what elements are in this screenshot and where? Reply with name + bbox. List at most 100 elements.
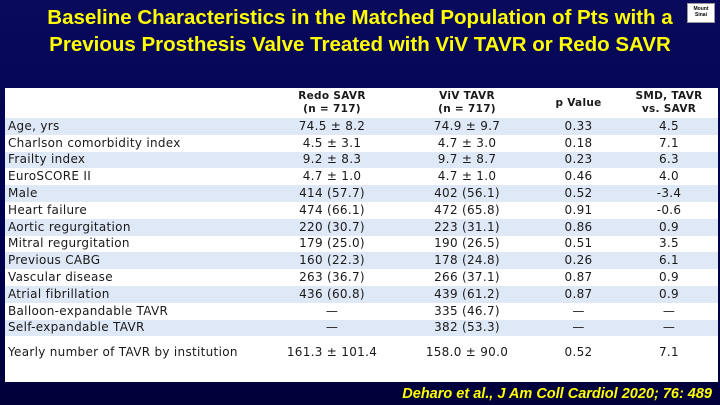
cell-p-value: 0.91 xyxy=(564,202,593,217)
cell-p-value: 0.87 xyxy=(537,285,620,303)
cell-smd: 0.9 xyxy=(620,218,718,236)
cell-redo-savr: 414 (57.7) xyxy=(267,185,397,202)
header-characteristic xyxy=(5,88,267,118)
cell-p-value: — xyxy=(537,319,620,337)
table-row: Atrial fibrillation 436 (60.8) 439 (61.2) 0… xyxy=(5,285,718,303)
cell-smd: 0.9 xyxy=(620,285,718,303)
cell-p-value: 0.26 xyxy=(537,252,620,270)
slide-title: Baseline Characteristics in the Matched … xyxy=(47,6,673,56)
cell-smd: 7.1 xyxy=(659,135,679,150)
cell-p-value: 0.33 xyxy=(537,118,620,135)
institution-logo: Mount Sinai xyxy=(687,3,715,23)
table-row: Yearly number of TAVR by institution 161.… xyxy=(5,336,718,368)
cell-characteristic: Balloon-expandable TAVR xyxy=(8,303,169,318)
cell-redo-savr: 74.5 ± 8.2 xyxy=(267,118,397,135)
table-row: Balloon-expandable TAVR — 335 (46.7) — — xyxy=(5,303,718,320)
cell-characteristic: Atrial fibrillation xyxy=(5,285,267,303)
cell-smd: 3.5 xyxy=(659,236,679,251)
cell-smd: — xyxy=(620,319,718,337)
cell-characteristic: Frailty index xyxy=(5,151,267,169)
cell-viv-tavr: 402 (56.1) xyxy=(397,185,537,202)
table-header-row: Redo SAVR (n = 717) ViV TAVR (n = 717) p… xyxy=(5,88,718,118)
table-row: Male 414 (57.7) 402 (56.1) 0.52 -3.4 xyxy=(5,185,718,202)
cell-viv-tavr: 335 (46.7) xyxy=(434,303,500,318)
header-viv-tavr: ViV TAVR (n = 717) xyxy=(397,88,537,118)
cell-viv-tavr: 4.7 ± 3.0 xyxy=(437,135,497,150)
cell-smd: 6.1 xyxy=(620,252,718,270)
cell-characteristic: Aortic regurgitation xyxy=(5,218,267,236)
cell-characteristic: Male xyxy=(5,185,267,202)
cell-characteristic: Charlson comorbidity index xyxy=(8,135,181,150)
cell-redo-savr: 263 (36.7) xyxy=(299,270,365,285)
header-smd-sub: vs. SAVR xyxy=(641,103,697,115)
cell-smd: 7.1 xyxy=(659,344,679,359)
table-row: Aortic regurgitation 220 (30.7) 223 (31.1)… xyxy=(5,218,718,236)
table-body: Age, yrs 74.5 ± 8.2 74.9 ± 9.7 0.33 4.5 Charl… xyxy=(5,118,718,368)
cell-smd: -3.4 xyxy=(620,185,718,202)
cell-characteristic: EuroSCORE II xyxy=(8,169,92,184)
cell-characteristic: Mitral regurgitation xyxy=(8,236,130,251)
cell-characteristic: Vascular disease xyxy=(8,270,113,285)
cell-viv-tavr: 223 (31.1) xyxy=(397,218,537,236)
cell-viv-tavr: 382 (53.3) xyxy=(397,319,537,337)
data-table: Redo SAVR (n = 717) ViV TAVR (n = 717) p… xyxy=(5,88,718,368)
cell-characteristic: Self-expandable TAVR xyxy=(5,319,267,337)
baseline-characteristics-table: Redo SAVR (n = 717) ViV TAVR (n = 717) p… xyxy=(5,88,718,382)
cell-p-value: 0.86 xyxy=(537,218,620,236)
cell-smd: 4.0 xyxy=(659,169,679,184)
table-row: Frailty index 9.2 ± 8.3 9.7 ± 8.7 0.23 6.3 xyxy=(5,151,718,169)
table-row: EuroSCORE II 4.7 ± 1.0 4.7 ± 1.0 0.46 4.0 xyxy=(5,168,718,185)
cell-redo-savr: 4.7 ± 1.0 xyxy=(302,169,362,184)
cell-p-value: 0.51 xyxy=(564,236,593,251)
cell-redo-savr: 161.3 ± 101.4 xyxy=(286,344,378,359)
cell-smd: 6.3 xyxy=(620,151,718,169)
cell-p-value: 0.46 xyxy=(564,169,593,184)
cell-redo-savr: 179 (25.0) xyxy=(299,236,365,251)
table-row: Age, yrs 74.5 ± 8.2 74.9 ± 9.7 0.33 4.5 xyxy=(5,118,718,135)
cell-p-value: 0.87 xyxy=(564,270,593,285)
cell-p-value: 0.18 xyxy=(564,135,593,150)
table-row: Vascular disease 263 (36.7) 266 (37.1) 0.87… xyxy=(5,269,718,286)
cell-smd: -0.6 xyxy=(656,202,682,217)
table-row: Self-expandable TAVR —382 (53.3) — — xyxy=(5,319,718,337)
header-redo-savr-n: (n = 717) xyxy=(303,103,361,115)
cell-redo-savr: 4.5 ± 3.1 xyxy=(302,135,362,150)
cell-p-value: 0.23 xyxy=(537,151,620,169)
cell-p-value: 0.52 xyxy=(564,344,593,359)
cell-redo-savr: 436 (60.8) xyxy=(267,285,397,303)
cell-viv-tavr: 439 (61.2) xyxy=(397,285,537,303)
header-redo-savr: Redo SAVR (n = 717) xyxy=(267,88,397,118)
header-smd: SMD, TAVR vs. SAVR xyxy=(620,88,718,118)
cell-characteristic: Age, yrs xyxy=(5,118,267,135)
header-p-value: p Value xyxy=(555,96,602,109)
table-row: Heart failure 474 (66.1) 472 (65.8) 0.91 -0.… xyxy=(5,202,718,219)
cell-redo-savr: 220 (30.7) xyxy=(267,218,397,236)
cell-viv-tavr: 472 (65.8) xyxy=(434,202,500,217)
table-row: Previous CABG 160 (22.3) 178 (24.8) 0.26 6.1 xyxy=(5,252,718,270)
cell-viv-tavr: 158.0 ± 90.0 xyxy=(425,344,509,359)
cell-smd: 4.5 xyxy=(620,118,718,135)
cell-characteristic: Yearly number of TAVR by institution xyxy=(8,344,238,359)
header-viv-tavr-n: (n = 717) xyxy=(438,103,496,115)
cell-p-value: — xyxy=(572,303,585,318)
cell-smd: — xyxy=(662,303,676,318)
cell-characteristic: Heart failure xyxy=(8,202,88,217)
cell-smd: 0.9 xyxy=(659,270,679,285)
header-smd-label: SMD, TAVR xyxy=(635,90,703,102)
header-viv-tavr-label: ViV TAVR xyxy=(439,90,495,102)
cell-viv-tavr: 9.7 ± 8.7 xyxy=(397,151,537,169)
cell-redo-savr: 9.2 ± 8.3 xyxy=(267,151,397,169)
cell-viv-tavr: 266 (37.1) xyxy=(434,270,500,285)
cell-redo-savr: — xyxy=(267,319,397,337)
cell-viv-tavr: 74.9 ± 9.7 xyxy=(397,118,537,135)
cell-characteristic: Previous CABG xyxy=(5,252,267,270)
cell-redo-savr: 474 (66.1) xyxy=(299,202,365,217)
table-row: Charlson comorbidity index 4.5 ± 3.1 4.7 ±… xyxy=(5,135,718,152)
cell-p-value: 0.52 xyxy=(537,185,620,202)
citation: Deharo et al., J Am Coll Cardiol 2020; 7… xyxy=(402,386,712,402)
cell-viv-tavr: 190 (26.5) xyxy=(434,236,500,251)
header-redo-savr-label: Redo SAVR xyxy=(298,90,366,102)
cell-redo-savr: 160 (22.3) xyxy=(267,252,397,270)
table-row: Mitral regurgitation 179 (25.0) 190 (26.5)… xyxy=(5,236,718,253)
cell-redo-savr: — xyxy=(325,303,339,318)
